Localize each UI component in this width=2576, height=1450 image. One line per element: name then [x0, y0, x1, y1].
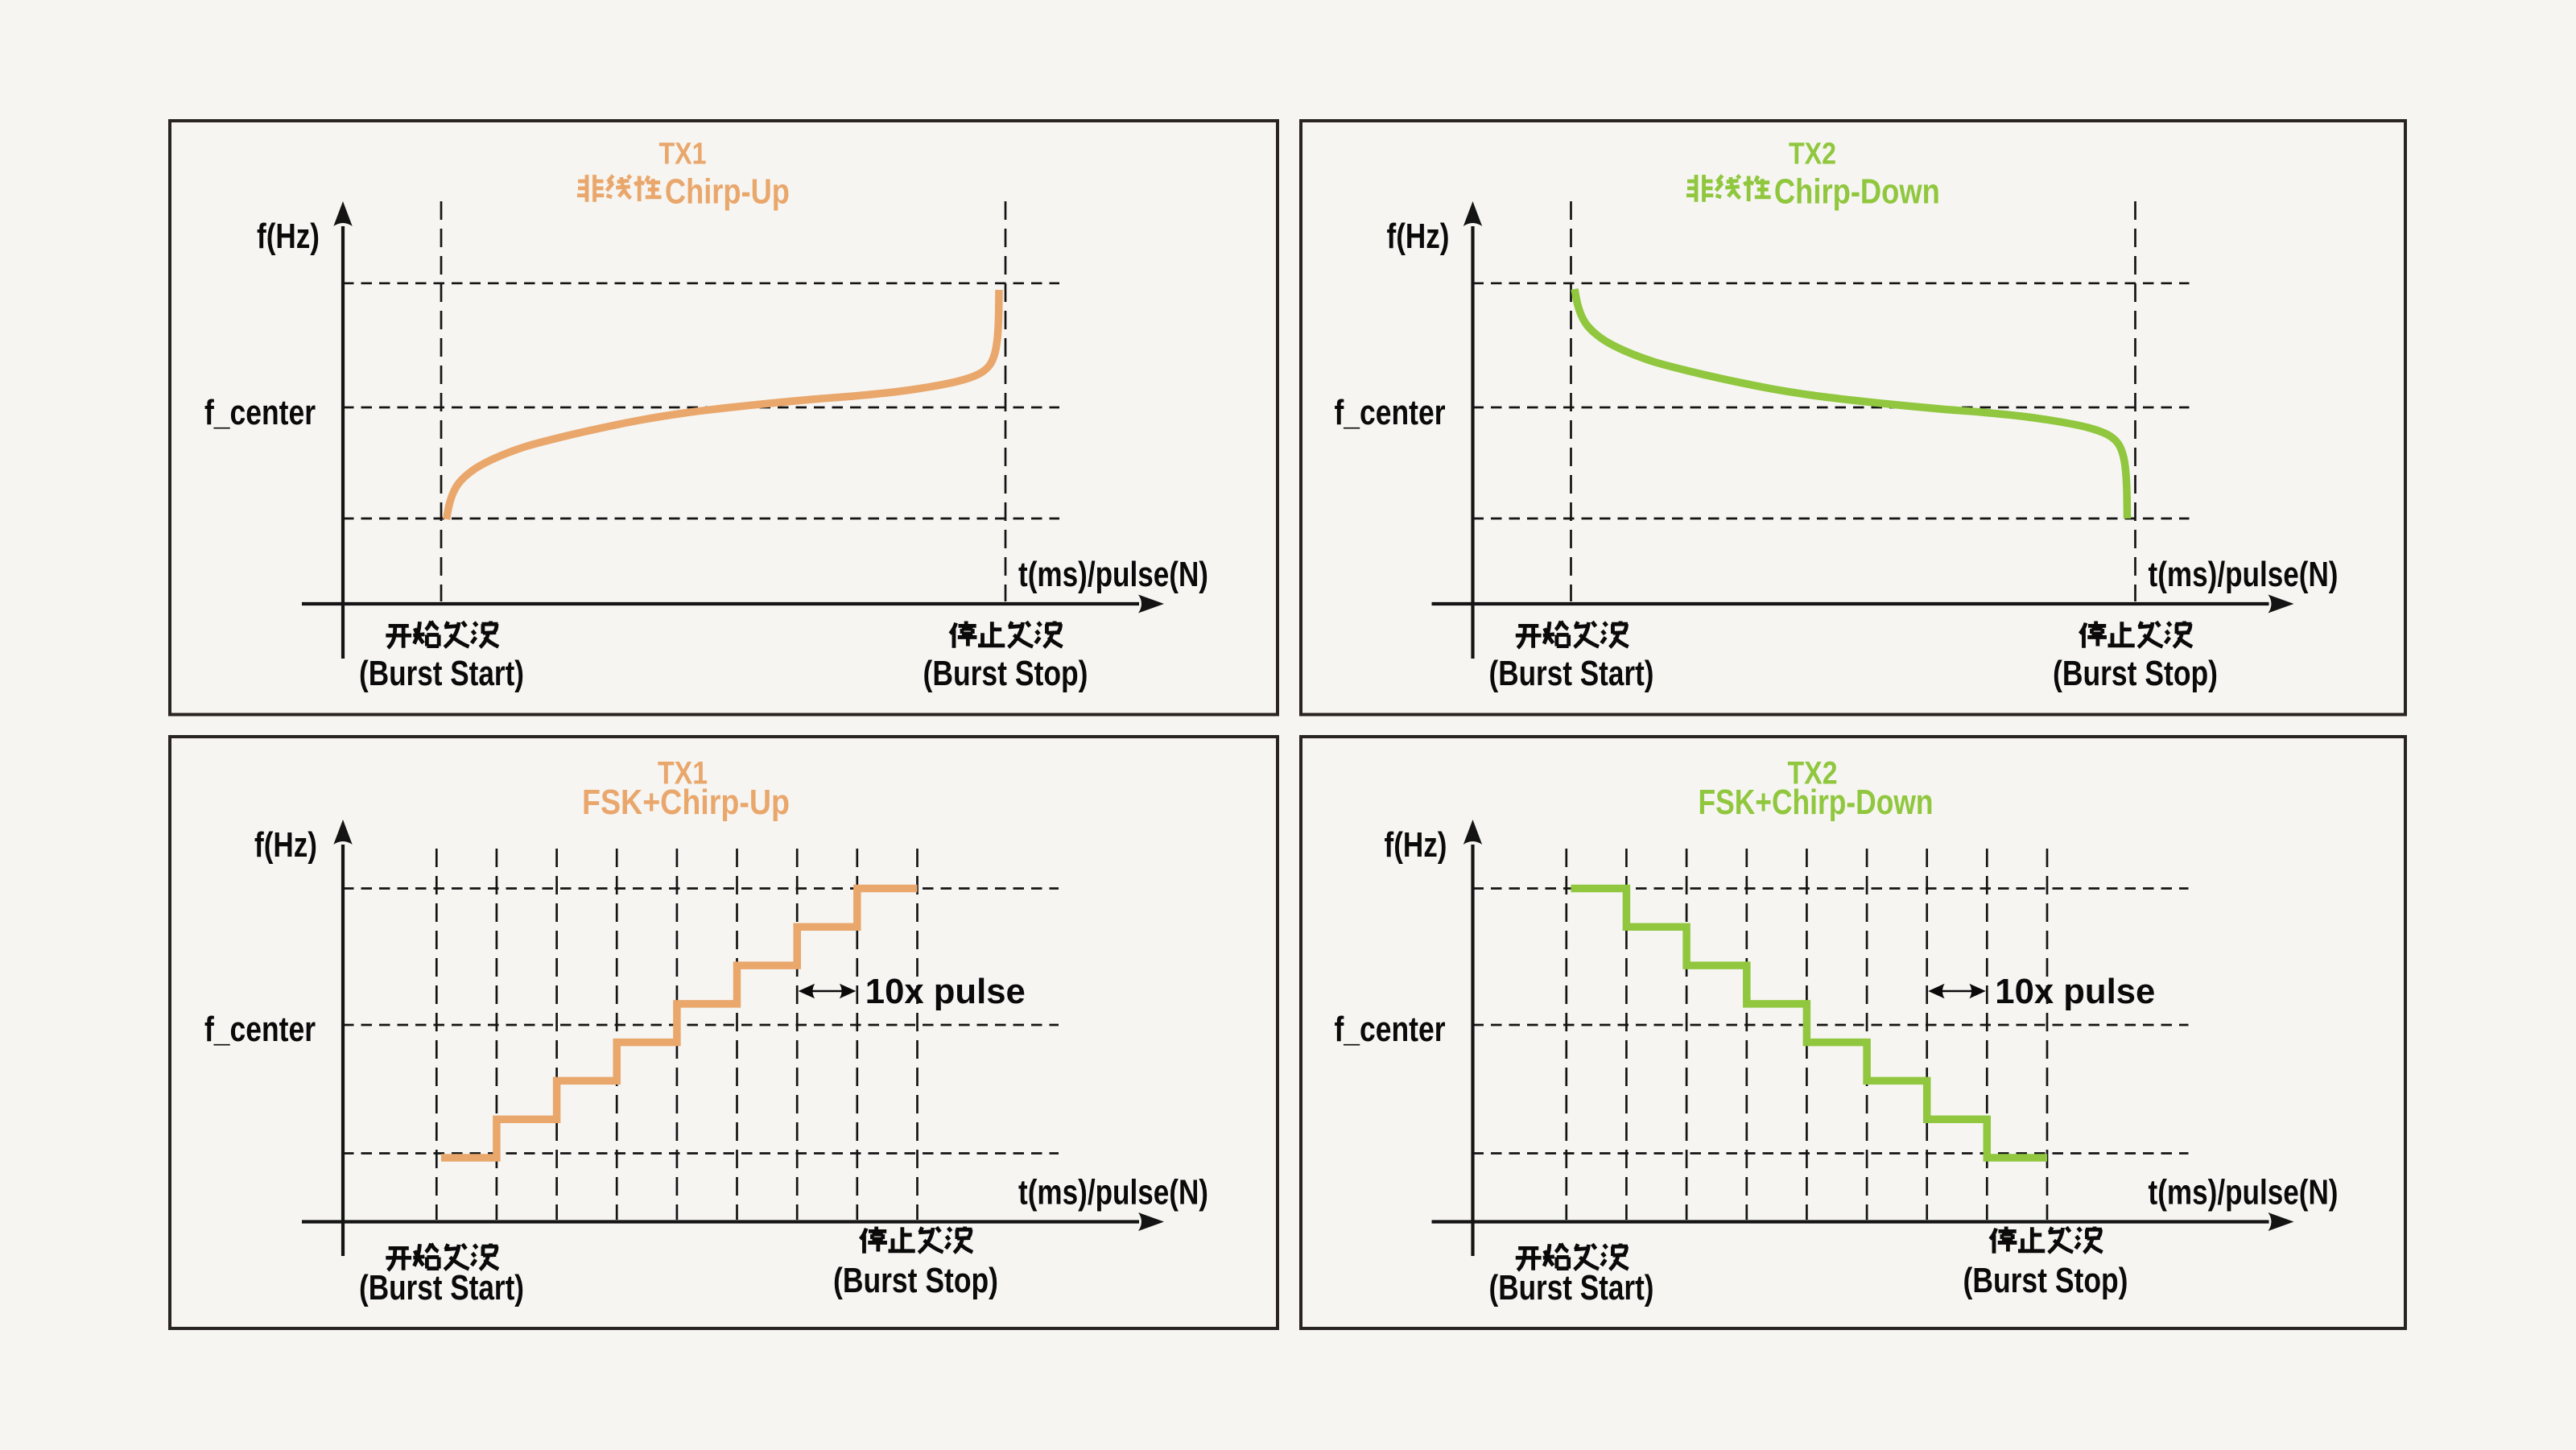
- svg-text:f(Hz): f(Hz): [1387, 217, 1450, 256]
- svg-text:TX2: TX2: [1789, 138, 1836, 171]
- svg-text:FSK+Chirp-Down: FSK+Chirp-Down: [1699, 783, 1934, 822]
- svg-text:TX1: TX1: [658, 756, 708, 791]
- svg-text:Chirp-Down: Chirp-Down: [1774, 171, 1940, 211]
- svg-text:f(Hz): f(Hz): [257, 217, 320, 256]
- svg-text:t(ms)/pulse(N): t(ms)/pulse(N): [2149, 1173, 2339, 1212]
- svg-text:t(ms)/pulse(N): t(ms)/pulse(N): [2149, 555, 2339, 594]
- svg-text:f_center: f_center: [1335, 1010, 1446, 1049]
- svg-text:FSK+Chirp-Up: FSK+Chirp-Up: [582, 783, 790, 822]
- svg-text:f_center: f_center: [204, 393, 316, 432]
- svg-text:(Burst Start): (Burst Start): [1489, 654, 1654, 693]
- svg-text:(Burst Stop): (Burst Stop): [2053, 654, 2218, 693]
- svg-text:f_center: f_center: [204, 1010, 316, 1049]
- svg-text:10x pulse: 10x pulse: [865, 972, 1026, 1011]
- svg-text:(Burst Stop): (Burst Stop): [1963, 1261, 2128, 1300]
- svg-text:f_center: f_center: [1335, 393, 1446, 432]
- svg-text:t(ms)/pulse(N): t(ms)/pulse(N): [1018, 555, 1208, 594]
- svg-text:(Burst Start): (Burst Start): [359, 654, 524, 693]
- svg-text:TX2: TX2: [1788, 756, 1838, 791]
- svg-text:(Burst Stop): (Burst Stop): [923, 654, 1088, 693]
- svg-text:t(ms)/pulse(N): t(ms)/pulse(N): [1018, 1173, 1208, 1212]
- svg-text:(Burst Start): (Burst Start): [359, 1268, 524, 1307]
- svg-text:(Burst Stop): (Burst Stop): [833, 1261, 998, 1300]
- svg-text:TX1: TX1: [659, 138, 707, 171]
- svg-text:Chirp-Up: Chirp-Up: [665, 171, 790, 211]
- svg-text:(Burst Start): (Burst Start): [1489, 1268, 1654, 1307]
- svg-text:f(Hz): f(Hz): [1385, 825, 1447, 865]
- svg-text:f(Hz): f(Hz): [254, 825, 317, 865]
- svg-text:10x pulse: 10x pulse: [1995, 972, 2155, 1011]
